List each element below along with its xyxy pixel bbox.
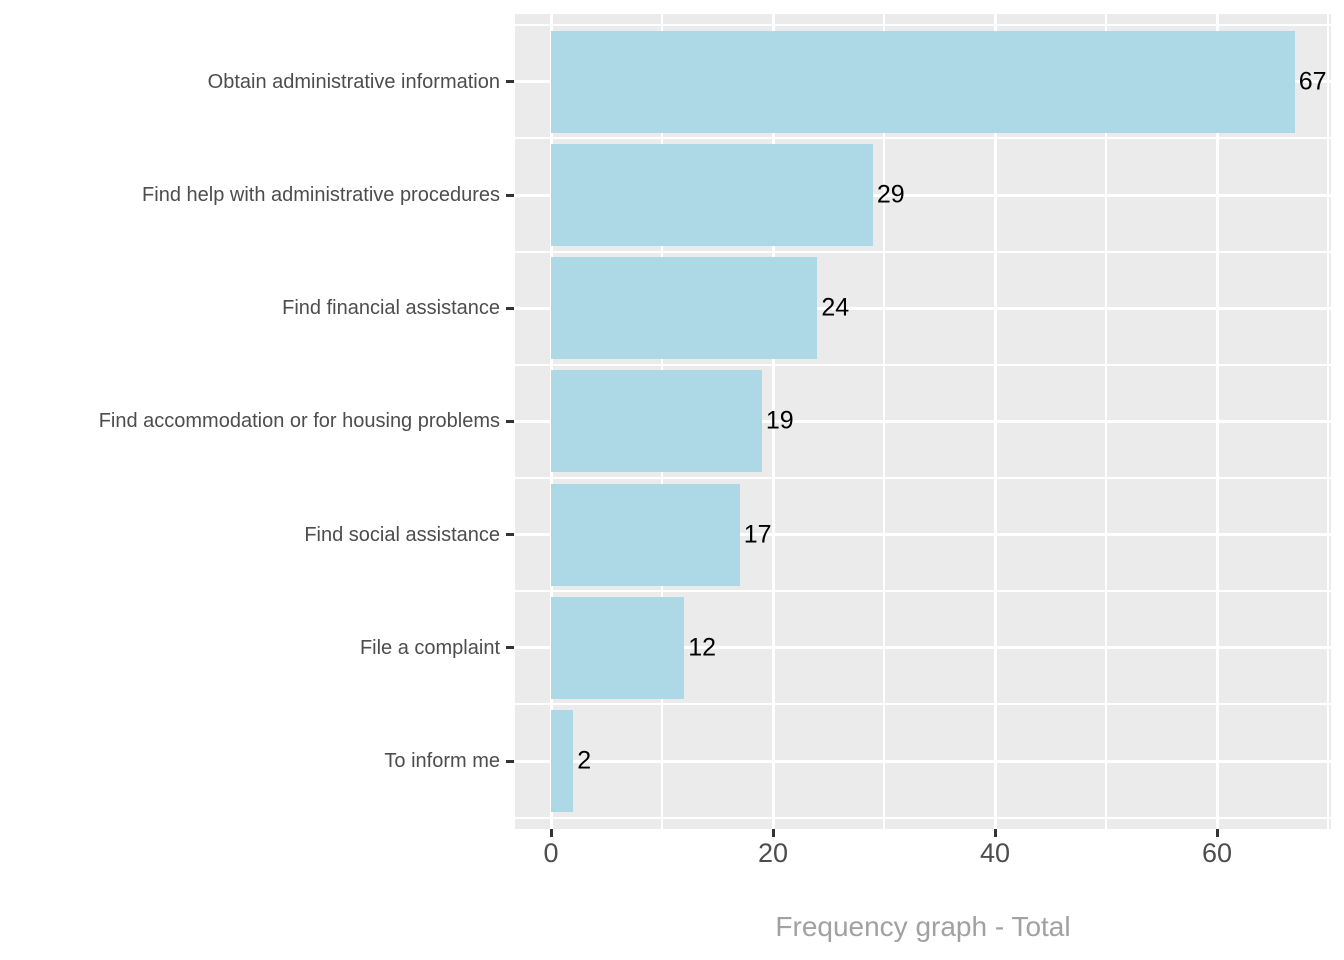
- x-axis-tick: [771, 829, 775, 837]
- x-axis-tick: [1215, 829, 1219, 837]
- bar: [551, 30, 1295, 133]
- gridline-horizontal-major: [515, 419, 1331, 423]
- y-axis-tick: [506, 646, 514, 650]
- gridline-horizontal-major: [515, 193, 1331, 197]
- y-axis-tick: [506, 533, 514, 537]
- bar: [551, 710, 574, 813]
- bar: [551, 370, 762, 473]
- x-axis-tick-label: 20: [757, 838, 789, 868]
- bar: [551, 596, 685, 699]
- x-axis-title: Frequency graph - Total: [775, 911, 1071, 942]
- y-axis-label: To inform me: [384, 750, 500, 773]
- gridline-horizontal-major: [515, 306, 1331, 310]
- bar: [551, 257, 818, 360]
- gridline-horizontal-major: [515, 646, 1331, 650]
- bar-value-label: 17: [743, 520, 772, 549]
- x-axis-tick: [549, 829, 553, 837]
- y-axis-label: Obtain administrative information: [207, 70, 500, 93]
- gridline-horizontal-minor: [515, 250, 1331, 253]
- y-axis-label: Find financial assistance: [282, 297, 500, 320]
- y-axis-label: File a complaint: [359, 636, 500, 659]
- x-axis-tick: [993, 829, 997, 837]
- y-axis-label: Find help with administrative procedures: [142, 184, 500, 207]
- y-axis-label: Find accommodation or for housing proble…: [98, 410, 500, 433]
- y-axis-tick: [506, 193, 514, 197]
- gridline-horizontal-minor: [515, 363, 1331, 366]
- gridline-horizontal-major: [515, 533, 1331, 537]
- gridline-horizontal-minor: [515, 24, 1331, 27]
- x-axis-tick-label: 60: [1201, 838, 1233, 868]
- plot-panel: 67 29 24 19 17 12 2: [515, 14, 1331, 829]
- gridline-horizontal-minor: [515, 703, 1331, 706]
- y-axis-tick: [506, 306, 514, 310]
- y-axis-tick: [506, 419, 514, 423]
- x-axis-tick-label: 40: [979, 838, 1011, 868]
- bar-value-label: 12: [688, 633, 716, 662]
- gridline-horizontal-minor: [515, 590, 1331, 593]
- gridline-horizontal-minor: [515, 137, 1331, 140]
- bar: [551, 144, 873, 247]
- y-axis-label: Find social assistance: [304, 523, 500, 546]
- bar-value-label: 24: [821, 293, 850, 322]
- y-axis-tick: [506, 759, 514, 763]
- bar-value-label: 67: [1298, 67, 1327, 96]
- gridline-horizontal-minor: [515, 477, 1331, 480]
- y-axis-tick: [506, 80, 514, 84]
- x-axis-tick-label: 0: [543, 838, 559, 868]
- bar: [551, 483, 740, 586]
- bar-value-label: 2: [577, 746, 592, 775]
- gridline-horizontal-minor: [515, 816, 1331, 819]
- bar-value-label: 29: [876, 180, 905, 209]
- bar-value-label: 19: [765, 406, 794, 435]
- gridline-horizontal-major: [515, 759, 1331, 763]
